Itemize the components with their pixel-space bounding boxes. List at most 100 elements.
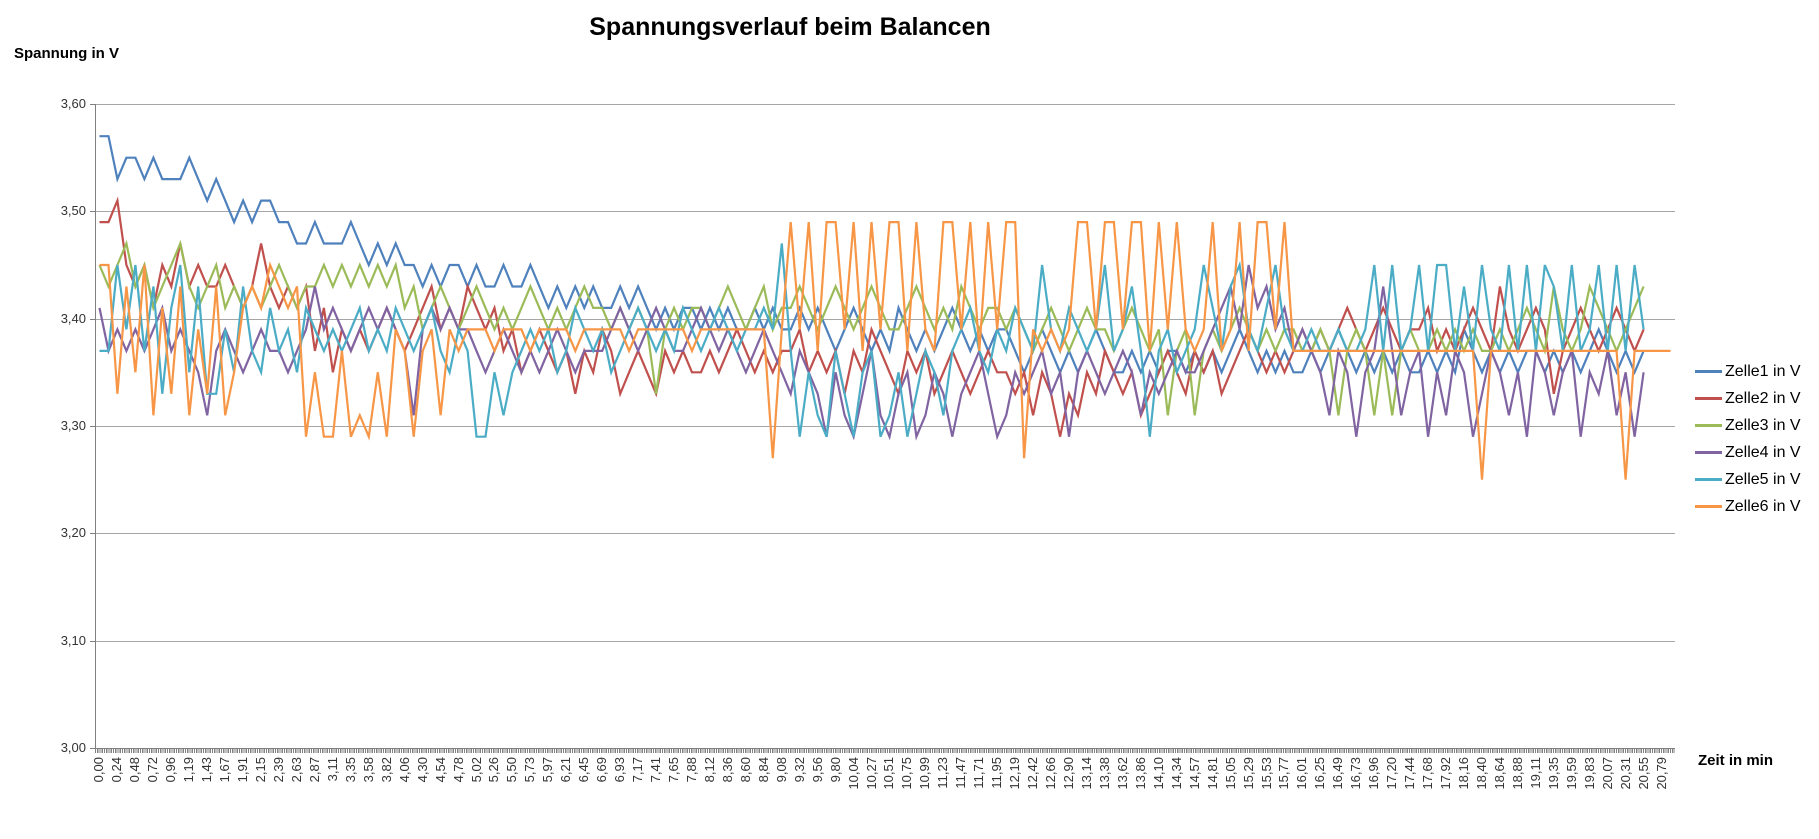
y-tick-mark xyxy=(90,640,95,642)
x-tick-label: 2,15 xyxy=(253,757,269,783)
x-tick-label: 20,07 xyxy=(1599,757,1615,790)
series-line-3[interactable] xyxy=(98,239,1645,416)
x-tick-label: 1,43 xyxy=(199,757,215,783)
legend-line-swatch xyxy=(1695,505,1722,508)
x-tick-label: 10,99 xyxy=(917,757,933,790)
chart-title[interactable]: Spannungsverlauf beim Balancen xyxy=(589,13,991,41)
x-tick-label: 18,40 xyxy=(1473,757,1489,790)
x-tick-label: 12,19 xyxy=(1007,757,1023,790)
x-tick-label: 0,24 xyxy=(109,757,125,783)
y-tick-label: 3,00 xyxy=(60,740,86,755)
x-tick-label: 12,90 xyxy=(1061,757,1077,790)
y-tick-mark xyxy=(90,211,95,213)
y-tick-label: 3,30 xyxy=(60,418,86,433)
x-tick-label: 6,45 xyxy=(576,757,592,783)
x-tick-label: 3,11 xyxy=(324,757,340,782)
x-tick-label: 3,35 xyxy=(342,757,358,783)
x-tick-label: 2,63 xyxy=(288,757,304,783)
x-axis-minor-ticks xyxy=(95,748,1675,753)
x-tick-label: 9,56 xyxy=(809,757,825,783)
x-tick-label: 14,81 xyxy=(1204,757,1220,790)
y-tick-mark xyxy=(90,104,95,105)
legend-line-swatch xyxy=(1695,397,1722,400)
x-tick-label: 18,88 xyxy=(1509,757,1525,790)
x-tick-label: 2,39 xyxy=(271,757,287,783)
x-tick-label: 5,73 xyxy=(522,757,538,783)
x-tick-label: 19,11 xyxy=(1527,757,1543,789)
plot-area[interactable] xyxy=(95,104,1675,748)
x-tick-label: 15,05 xyxy=(1222,757,1238,790)
x-axis-title[interactable]: Zeit in min xyxy=(1698,752,1773,769)
series-line-5[interactable] xyxy=(99,243,1645,438)
x-tick-label: 9,80 xyxy=(827,757,843,783)
x-tick-label: 6,93 xyxy=(612,757,628,783)
x-tick-label: 17,68 xyxy=(1420,757,1436,790)
x-tick-label: 19,59 xyxy=(1563,757,1579,790)
x-tick-label: 17,44 xyxy=(1402,757,1418,790)
x-tick-label: 13,14 xyxy=(1078,757,1094,790)
x-tick-label: 14,57 xyxy=(1186,757,1202,790)
y-tick-label: 3,50 xyxy=(60,203,86,219)
legend-item-zelle3[interactable]: Zelle3 in V xyxy=(1695,412,1801,439)
x-tick-label: 5,02 xyxy=(468,757,484,783)
x-tick-label: 10,27 xyxy=(863,757,879,790)
x-tick-label: 8,60 xyxy=(737,757,753,783)
y-tick-label: 3,10 xyxy=(60,632,86,648)
x-tick-label: 10,04 xyxy=(845,757,861,790)
x-tick-label: 4,30 xyxy=(414,757,430,783)
legend-item-zelle2[interactable]: Zelle2 in V xyxy=(1695,385,1801,412)
x-tick-label: 7,65 xyxy=(666,757,682,783)
x-tick-label: 16,49 xyxy=(1330,757,1346,790)
x-tick-label: 16,73 xyxy=(1348,757,1364,790)
x-tick-label: 7,41 xyxy=(648,757,664,783)
legend-label: Zelle3 in V xyxy=(1725,416,1801,434)
x-tick-label: 20,79 xyxy=(1653,757,1669,790)
x-tick-label: 8,36 xyxy=(719,757,735,783)
legend[interactable]: Zelle1 in V Zelle2 in V Zelle3 in V Zelle4 … xyxy=(1695,358,1801,520)
legend-label: Zelle6 in V xyxy=(1725,497,1801,515)
gridline xyxy=(95,211,1675,213)
x-tick-label: 9,08 xyxy=(773,757,789,783)
series-line-6[interactable] xyxy=(99,220,1671,480)
y-tick-mark xyxy=(90,318,95,320)
y-axis-title[interactable]: Spannung in V xyxy=(14,45,119,62)
x-tick-label: 14,10 xyxy=(1150,757,1166,790)
x-tick-label: 13,38 xyxy=(1096,757,1112,790)
legend-item-zelle6[interactable]: Zelle6 in V xyxy=(1695,493,1801,520)
x-tick-label: 11,95 xyxy=(989,757,1005,789)
x-tick-label: 11,23 xyxy=(935,757,951,789)
legend-item-zelle4[interactable]: Zelle4 in V xyxy=(1695,439,1801,466)
x-tick-label: 15,29 xyxy=(1240,757,1256,790)
x-tick-label: 18,16 xyxy=(1456,757,1472,790)
x-tick-label: 16,25 xyxy=(1312,757,1328,790)
legend-line-swatch xyxy=(1695,424,1722,427)
gridline xyxy=(95,640,1675,642)
x-tick-label: 3,82 xyxy=(378,757,394,783)
legend-label: Zelle4 in V xyxy=(1725,443,1801,461)
x-tick-label: 8,12 xyxy=(701,757,717,783)
legend-item-zelle1[interactable]: Zelle1 in V xyxy=(1695,358,1801,385)
x-tick-label: 6,21 xyxy=(558,757,574,783)
x-tick-label: 15,53 xyxy=(1258,757,1274,790)
series-line-1[interactable] xyxy=(99,135,1645,376)
x-tick-label: 4,06 xyxy=(396,757,412,783)
x-tick-label: 5,97 xyxy=(540,757,556,783)
x-tick-label: 0,72 xyxy=(145,757,161,783)
x-tick-label: 14,34 xyxy=(1168,757,1184,790)
legend-label: Zelle2 in V xyxy=(1725,389,1801,407)
x-tick-label: 11,47 xyxy=(953,757,969,789)
x-tick-label: 13,62 xyxy=(1114,757,1130,790)
x-tick-label: 3,58 xyxy=(360,757,376,783)
x-tick-label: 20,55 xyxy=(1635,757,1651,790)
legend-item-zelle5[interactable]: Zelle5 in V xyxy=(1695,466,1801,493)
x-tick-label: 4,54 xyxy=(432,757,448,783)
y-axis-line xyxy=(95,104,96,749)
x-tick-label: 9,32 xyxy=(791,757,807,783)
legend-label: Zelle1 in V xyxy=(1725,362,1801,380)
x-tick-label: 17,92 xyxy=(1438,757,1454,790)
legend-line-swatch xyxy=(1695,478,1722,481)
x-tick-label: 5,50 xyxy=(504,757,520,783)
x-tick-label: 10,51 xyxy=(881,757,897,790)
x-tick-label: 1,91 xyxy=(235,757,251,783)
